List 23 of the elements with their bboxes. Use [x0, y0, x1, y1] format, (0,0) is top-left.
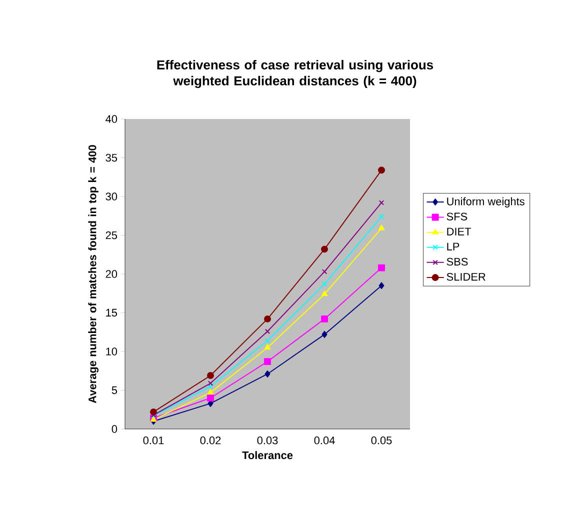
chart-title: Effectiveness of case retrieval using various weighted Euclidean distances (k = 400) — [157, 60, 434, 88]
y-tick-label: 0 — [112, 425, 118, 433]
legend-label: SLIDER — [446, 272, 486, 281]
y-tick-label: 30 — [106, 192, 118, 200]
y-tick-label: 10 — [106, 348, 118, 356]
y-tick-label: 15 — [106, 308, 118, 317]
legend-label: Uniform weights — [447, 197, 524, 208]
y-tick-label: 20 — [106, 270, 118, 278]
y-tick-label: 40 — [106, 115, 118, 123]
x-tick-label: 0.04 — [314, 436, 335, 444]
y-tick-label: 35 — [106, 154, 118, 162]
y-tick-label: 5 — [112, 386, 118, 394]
legend-label: SFS — [446, 212, 468, 220]
y-axis-title: Average number of matches found in top k = 400 — [88, 145, 98, 404]
y-tick-label: 25 — [106, 231, 118, 240]
x-tick-label: 0.03 — [257, 436, 278, 444]
legend-label: LP — [447, 242, 460, 250]
legend-label: DIET — [447, 228, 472, 236]
x-tick-label: 0.01 — [143, 436, 164, 444]
x-axis-title: Tolerance — [242, 451, 293, 460]
x-tick-label: 0.02 — [200, 436, 221, 444]
x-tick-label: 0.05 — [371, 436, 392, 444]
legend-label: SBS — [446, 258, 468, 266]
